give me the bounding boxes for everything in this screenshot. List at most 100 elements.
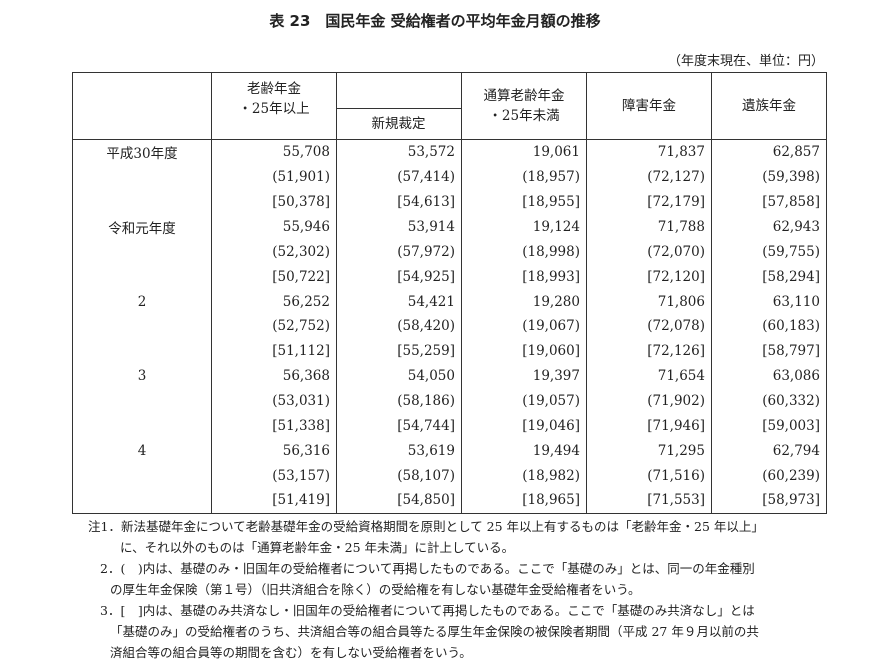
table-cell: [50,378] [211, 189, 337, 215]
table-cell: (60,332) [711, 388, 827, 414]
row-label: 2 [72, 289, 212, 315]
table-cell: [18,955] [461, 189, 587, 215]
table-cell: 62,943 [711, 214, 827, 240]
table-cell: [71,946] [586, 413, 712, 439]
table-cell: (60,239) [711, 463, 827, 489]
table-cell: 62,857 [711, 139, 827, 165]
table-cell: (58,107) [336, 463, 462, 489]
table-cell: 19,494 [461, 438, 587, 464]
table-cell: 56,316 [211, 438, 337, 464]
table-cell: [72,120] [586, 264, 712, 290]
note-2: 2．( )内は、基礎のみ・旧国年の受給権者について再掲したものである。ここで「基… [100, 561, 755, 576]
row-label [72, 388, 212, 414]
header-blank [72, 72, 212, 140]
table-cell: (59,755) [711, 239, 827, 265]
table-cell: (72,070) [586, 239, 712, 265]
header-disability: 障害年金 [586, 72, 712, 140]
table-cell: (19,057) [461, 388, 587, 414]
table-cell: (53,031) [211, 388, 337, 414]
table-cell: [71,553] [586, 488, 712, 514]
table-cell: [51,338] [211, 413, 337, 439]
header-old-age-line2: ・25年以上 [238, 101, 310, 117]
table-cell: [54,613] [336, 189, 462, 215]
table-cell: [19,046] [461, 413, 587, 439]
table-cell: 71,788 [586, 214, 712, 240]
table-cell: 63,110 [711, 289, 827, 315]
table-cell: (72,127) [586, 164, 712, 190]
header-old-age-line1: 老齢年金 [247, 81, 301, 97]
table-cell: (72,078) [586, 314, 712, 339]
note-1: 注1．新法基礎年金について老齢基礎年金の受給資格期間を原則として 25 年以上有… [88, 519, 764, 534]
table-cell: [18,965] [461, 488, 587, 514]
table-cell: (18,982) [461, 463, 587, 489]
table-cell: [51,419] [211, 488, 337, 514]
table-cell: 53,619 [336, 438, 462, 464]
header-tsusan-line1: 通算老齢年金 [483, 88, 565, 104]
table-cell: 55,946 [211, 214, 337, 240]
table-cell: (52,302) [211, 239, 337, 265]
header-tsusan: 通算老齢年金 ・25年未満 [461, 72, 587, 140]
row-label: 平成30年度 [72, 139, 212, 165]
table-cell: (59,398) [711, 164, 827, 190]
header-tsusan-line2: ・25年未満 [488, 108, 560, 124]
table-cell: (53,157) [211, 463, 337, 489]
table-cell: (71,902) [586, 388, 712, 414]
table-row: (51,901) (57,414) (18,957) (72,127) (59,398) [72, 164, 827, 190]
row-label [72, 264, 212, 290]
table-cell: 53,572 [336, 139, 462, 165]
table-cell: 56,252 [211, 289, 337, 315]
header-old-age: 老齢年金 ・25年以上 [211, 72, 337, 140]
table-cell: 55,708 [211, 139, 337, 165]
table-cell: (71,516) [586, 463, 712, 489]
table-cell: (60,183) [711, 314, 827, 339]
table-row: (53,157) (58,107) (18,982) (71,516) (60,239) [72, 463, 827, 489]
note-3-cont2: 済組合等の組合員等の期間を含む）を有しない受給権者をいう。 [110, 645, 472, 660]
table-cell: 71,837 [586, 139, 712, 165]
table-cell: [19,060] [461, 338, 587, 364]
table-row: (53,031) (58,186) (19,057) (71,902) (60,332) [72, 388, 827, 414]
table-title: 表 23 国民年金 受給権者の平均年金月額の推移 [269, 12, 601, 30]
table-cell: 71,806 [586, 289, 712, 315]
table-cell: 62,794 [711, 438, 827, 464]
note-3-cont: 「基礎のみ」の受給権者のうち、共済組合等の組合員等たる厚生年金保険の被保険者期間… [110, 624, 759, 639]
table-cell: [58,973] [711, 488, 827, 514]
row-label: 4 [72, 438, 212, 464]
table-cell: 71,654 [586, 363, 712, 389]
table-cell: [55,259] [336, 338, 462, 364]
table-cell: 54,050 [336, 363, 462, 389]
table-cell: [51,112] [211, 338, 337, 364]
row-label [72, 488, 212, 514]
table-cell: [54,744] [336, 413, 462, 439]
table-row: [51,338] [54,744] [19,046] [71,946] [59,003] [72, 413, 827, 439]
table-cell: (51,901) [211, 164, 337, 190]
table-cell: [54,925] [336, 264, 462, 290]
table-row: [51,112] [55,259] [19,060] [72,126] [58,797] [72, 338, 827, 364]
row-label [72, 413, 212, 439]
table-row: 平成30年度 55,708 53,572 19,061 71,837 62,857 [72, 139, 827, 165]
table-cell: 19,280 [461, 289, 587, 315]
row-label [72, 189, 212, 215]
table-cell: (57,972) [336, 239, 462, 265]
table-cell: (18,998) [461, 239, 587, 265]
pension-table: 老齢年金 ・25年以上 新規裁定 通算老齢年金 ・25年未満 障害年金 遺族年金… [72, 72, 827, 514]
row-label: 令和元年度 [72, 214, 212, 240]
table-cell: [59,003] [711, 413, 827, 439]
table-cell: [58,294] [711, 264, 827, 290]
unit-note: （年度末現在、単位：円） [667, 54, 824, 69]
note-3: 3．[ ]内は、基礎のみ共済なし・旧国年の受給権者について再掲したものである。こ… [100, 603, 755, 618]
table-cell: 19,061 [461, 139, 587, 165]
row-label [72, 463, 212, 489]
note-1-cont: に、それ以外のものは「通算老齢年金・25 年未満」に計上している。 [120, 540, 515, 555]
table-row: [50,378] [54,613] [18,955] [72,179] [57,858] [72, 189, 827, 215]
row-label [72, 164, 212, 190]
row-label [72, 338, 212, 364]
table-cell: 19,124 [461, 214, 587, 240]
table-cell: 63,086 [711, 363, 827, 389]
table-cell: [58,797] [711, 338, 827, 364]
notes: 注1．新法基礎年金について老齢基礎年金の受給資格期間を原則として 25 年以上有… [88, 516, 848, 663]
table-cell: (57,414) [336, 164, 462, 190]
table-row: 3 56,368 54,050 19,397 71,654 63,086 [72, 363, 827, 389]
table-cell: (19,067) [461, 314, 587, 339]
table-cell: (58,420) [336, 314, 462, 339]
table-cell: 19,397 [461, 363, 587, 389]
